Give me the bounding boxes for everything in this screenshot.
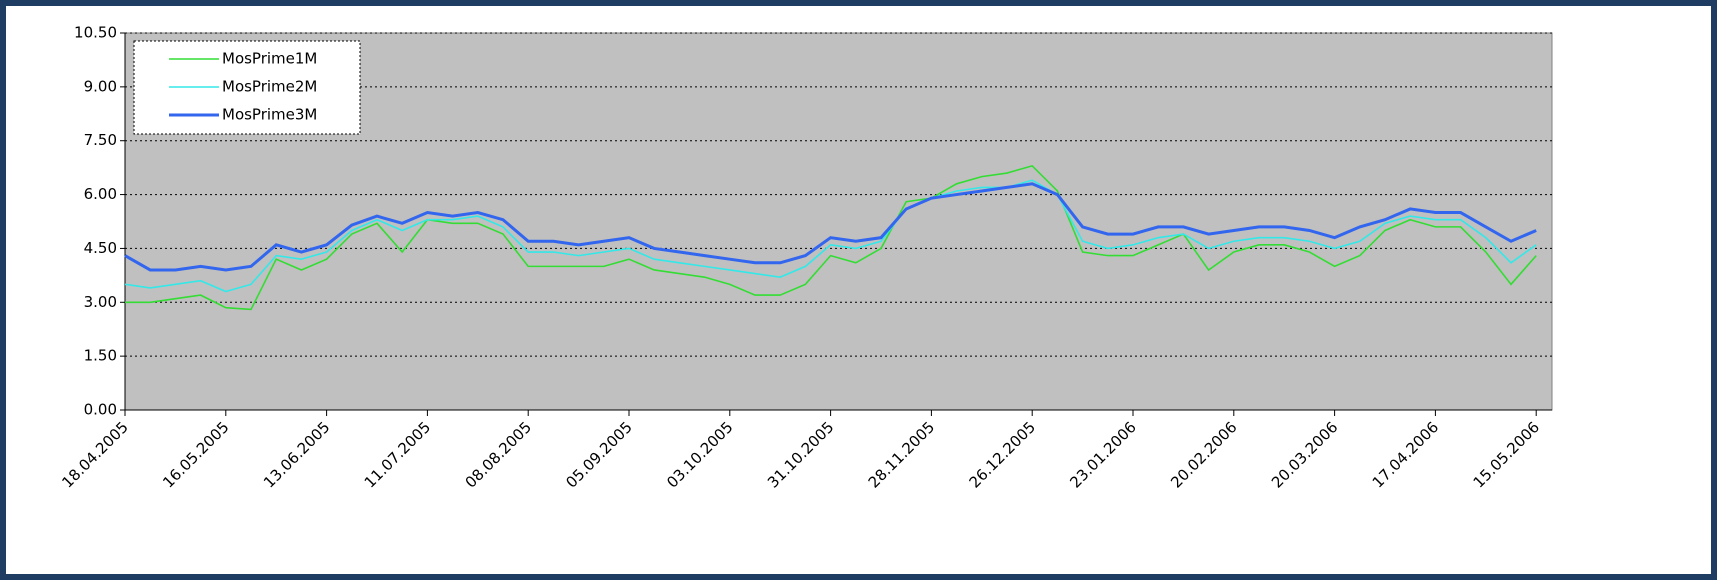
y-tick-label: 3.00 [84, 293, 117, 311]
legend-label: MosPrime3M [222, 106, 317, 124]
line-series [124, 179, 1537, 293]
y-tick-label: 7.50 [84, 131, 117, 149]
y-tick-label: 10.50 [74, 24, 117, 42]
y-tick-label: 4.50 [84, 239, 117, 257]
line-series [125, 164, 1537, 311]
y-tick-label: 0.00 [84, 401, 117, 419]
y-tick-label: 1.50 [84, 347, 117, 365]
y-tick-label: 6.00 [84, 185, 117, 203]
line-series [124, 182, 1537, 272]
legend-label: MosPrime2M [222, 78, 317, 96]
y-tick-label: 9.00 [84, 77, 117, 95]
legend-label: MosPrime1M [222, 50, 317, 68]
